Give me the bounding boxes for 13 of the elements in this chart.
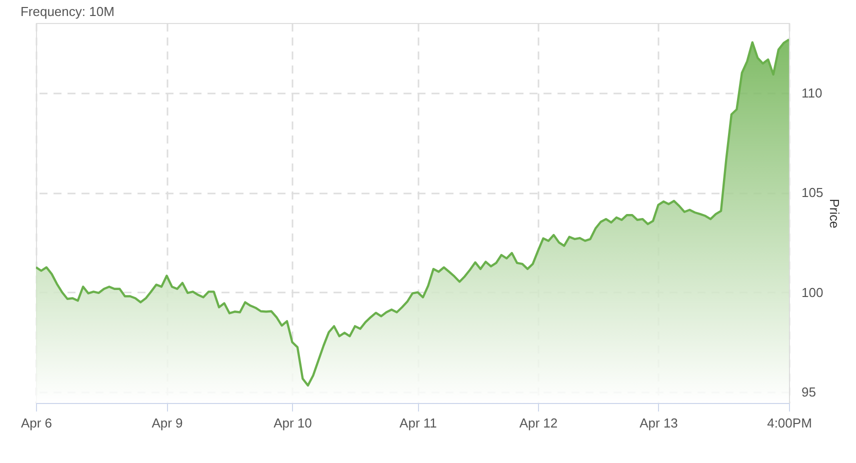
x-tick-label: Apr 11 (400, 416, 437, 430)
x-tick-label: Apr 10 (274, 416, 312, 430)
y-axis-title: Price (827, 198, 842, 228)
y-tick-label: 100 (802, 284, 824, 300)
y-tick-label: 110 (802, 85, 822, 100)
x-tick-label: Apr 6 (20, 416, 52, 430)
x-tick-label: Apr 9 (152, 416, 183, 430)
chart-title: Frequency: 10M (20, 4, 114, 19)
x-tick-label: 4:00PM (767, 416, 812, 430)
x-tick-label: Apr 13 (640, 416, 678, 430)
y-tick-label: 95 (802, 384, 816, 400)
y-tick-label: 105 (802, 185, 824, 200)
x-tick-label: Apr 12 (519, 416, 558, 430)
